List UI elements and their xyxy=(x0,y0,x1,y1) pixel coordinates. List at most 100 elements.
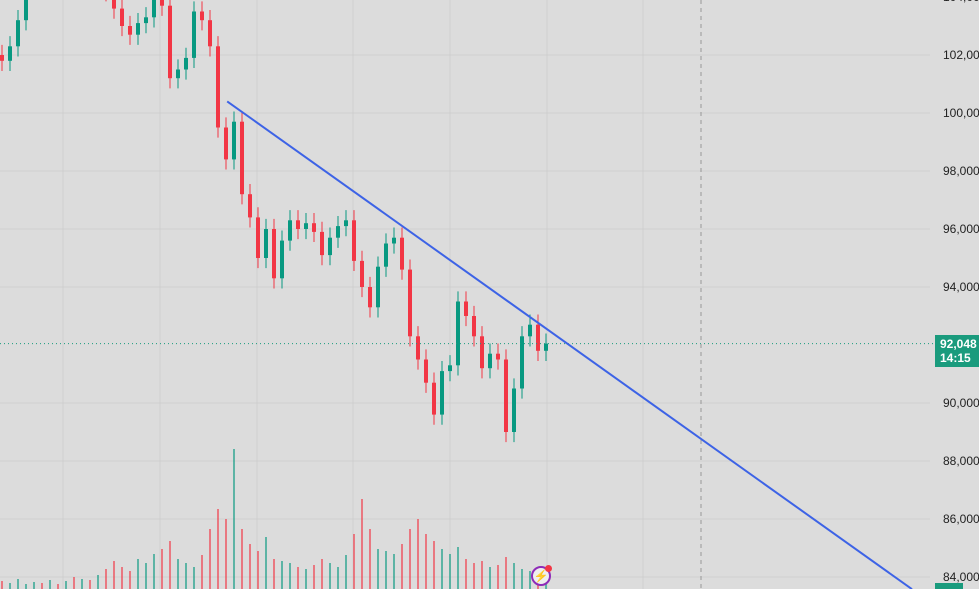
volume-bar xyxy=(465,559,467,589)
volume-bar xyxy=(129,571,131,589)
candle xyxy=(112,0,116,9)
volume-bar xyxy=(481,561,483,589)
volume-bar xyxy=(521,569,523,589)
candle xyxy=(376,266,380,308)
volume-bar xyxy=(505,557,507,589)
y-tick-label: 104,000 xyxy=(943,0,979,4)
volume-bar xyxy=(281,561,283,589)
volume-bar xyxy=(177,559,179,589)
y-tick-label: 102,000 xyxy=(943,48,979,62)
volume-bar xyxy=(65,581,67,589)
volume-bar xyxy=(209,529,211,589)
candle xyxy=(184,57,188,70)
volume-bar xyxy=(489,567,491,589)
candle xyxy=(120,8,124,27)
y-tick-label: 84,000 xyxy=(943,570,979,584)
volume-bar xyxy=(233,449,235,589)
volume-bar xyxy=(185,563,187,589)
candle xyxy=(176,69,180,79)
candle xyxy=(512,388,516,432)
volume-bar xyxy=(385,551,387,589)
candles xyxy=(0,0,548,443)
candle xyxy=(344,220,348,227)
candle xyxy=(192,11,196,58)
candle xyxy=(440,371,444,415)
candle xyxy=(544,343,548,351)
volume-bar xyxy=(33,582,35,589)
candle xyxy=(16,20,20,47)
volume-bar xyxy=(345,555,347,589)
candle xyxy=(408,269,412,337)
candle xyxy=(264,229,268,258)
volume-bar xyxy=(265,537,267,589)
volume-bar xyxy=(313,565,315,589)
y-tick-label: 90,000 xyxy=(943,396,979,410)
candle xyxy=(248,194,252,218)
volume-bar xyxy=(513,563,515,589)
candle xyxy=(384,243,388,267)
volume-bar xyxy=(305,569,307,589)
candle xyxy=(320,231,324,256)
candle xyxy=(152,0,156,18)
volume-bar xyxy=(417,519,419,589)
candle xyxy=(280,240,284,279)
volume-bar xyxy=(145,563,147,589)
candle xyxy=(472,316,476,337)
candle xyxy=(424,359,428,383)
volume-bar xyxy=(353,534,355,589)
candle xyxy=(136,23,140,35)
y-tick-label: 100,000 xyxy=(943,106,979,120)
volume-bar xyxy=(161,549,163,589)
axis-tag xyxy=(935,583,963,589)
candle xyxy=(240,121,244,195)
volume-bar xyxy=(89,580,91,589)
volume-bar xyxy=(441,549,443,589)
volume-bar xyxy=(25,584,27,589)
volume-bar xyxy=(433,541,435,589)
notification-dot xyxy=(545,565,552,572)
volume-bar xyxy=(257,551,259,589)
volume-bar xyxy=(201,555,203,589)
volume-bar xyxy=(153,554,155,589)
y-tick-label: 98,000 xyxy=(943,164,979,178)
y-tick-label: 86,000 xyxy=(943,512,979,526)
volume-bar xyxy=(97,575,99,589)
candle xyxy=(520,336,524,389)
volume-bar xyxy=(329,563,331,589)
lightning-icon[interactable]: ⚡ xyxy=(531,565,552,586)
trend-line[interactable] xyxy=(226,100,913,589)
volume-bar xyxy=(241,529,243,589)
volume-bar xyxy=(497,565,499,589)
volume-bar xyxy=(449,554,451,589)
candle xyxy=(288,220,292,241)
candle xyxy=(480,336,484,369)
volume-bar xyxy=(49,580,51,589)
candle xyxy=(312,223,316,232)
volume-bar xyxy=(249,544,251,589)
volume-bar xyxy=(361,499,363,589)
price-axis[interactable]: 104,000 102,000 100,000 98,000 96,000 94,000 9… xyxy=(943,0,979,584)
candle xyxy=(200,11,204,21)
volume-bar xyxy=(289,563,291,589)
candle xyxy=(368,287,372,308)
candle xyxy=(360,260,364,287)
volume-bar xyxy=(1,581,3,589)
volume-bar xyxy=(425,534,427,589)
y-tick-label: 88,000 xyxy=(943,454,979,468)
candle xyxy=(464,301,468,316)
volume-bar xyxy=(9,583,11,589)
volume-bar xyxy=(297,567,299,589)
candle xyxy=(536,324,540,351)
volume-bar xyxy=(105,569,107,589)
volume-bar xyxy=(57,584,59,589)
last-price-label: 92,048 14:15 xyxy=(935,335,979,367)
volume-bar xyxy=(409,529,411,589)
volume-bar xyxy=(217,509,219,589)
candle xyxy=(216,46,220,128)
volume-bar xyxy=(393,554,395,589)
candle xyxy=(352,220,356,261)
volume-bar xyxy=(121,567,123,589)
last-price-value: 92,048 xyxy=(940,337,977,351)
volume-bar xyxy=(81,579,83,589)
